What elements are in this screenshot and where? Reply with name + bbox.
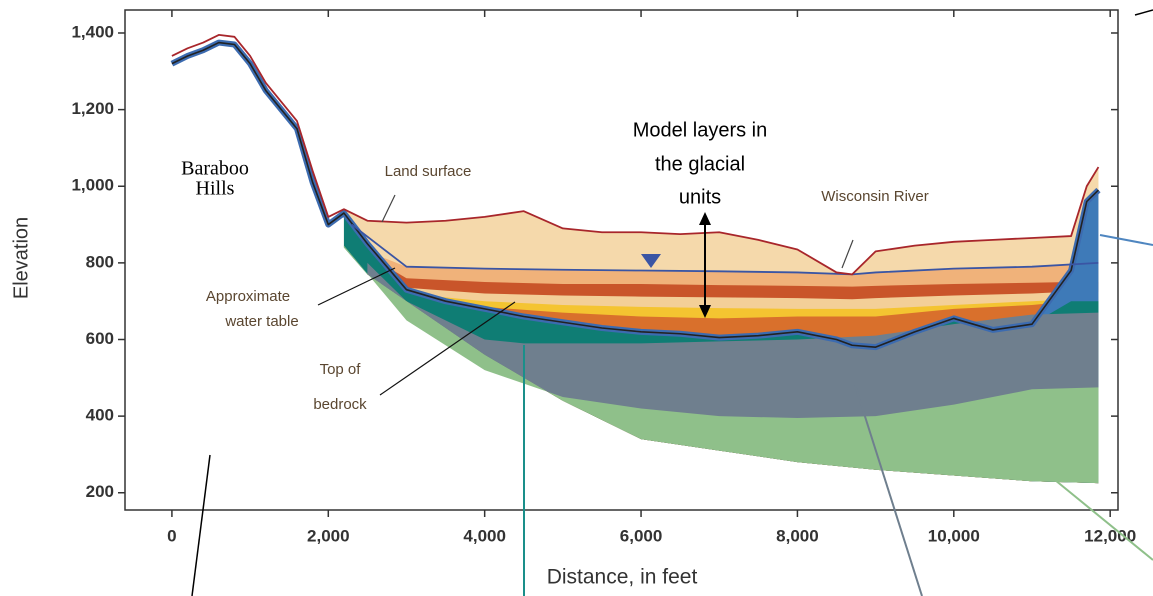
- annotation: bedrock: [313, 396, 367, 413]
- x-tick-label: 0: [167, 526, 176, 545]
- leader: [1055, 480, 1153, 560]
- y-tick-label: 1,400: [71, 22, 114, 41]
- chart: 200 400 600 800 1,000 1,200 1,400 0 2,000 4,000 6,…: [0, 0, 1153, 596]
- y-tick-label: 1,000: [71, 176, 114, 195]
- x-axis-label: Distance, in feet: [547, 566, 698, 589]
- annotation: the glacial: [655, 153, 745, 175]
- y-tick-label: 600: [86, 329, 114, 348]
- annotation: Approximate: [206, 288, 290, 305]
- x-tick-label: 8,000: [776, 526, 819, 545]
- leader: [382, 195, 395, 222]
- annotation: Hills: [196, 178, 235, 200]
- y-tick-label: 200: [86, 482, 114, 501]
- annotation: water table: [224, 313, 298, 330]
- y-axis-label: Elevation: [10, 217, 32, 299]
- annotation: Wisconsin River: [821, 188, 929, 205]
- annotation: Top of: [320, 361, 362, 378]
- leader: [192, 455, 210, 596]
- x-tick-label: 4,000: [463, 526, 506, 545]
- annotation: units: [679, 186, 721, 208]
- leader: [1135, 10, 1153, 15]
- x-tick-label: 10,000: [928, 526, 980, 545]
- annotation: Model layers in: [633, 119, 768, 141]
- y-tick-label: 400: [86, 406, 114, 425]
- leader: [842, 240, 853, 268]
- leader: [1100, 235, 1153, 245]
- annotation: Baraboo: [181, 158, 249, 180]
- x-tick-label: 12,000: [1084, 526, 1136, 545]
- x-tick-label: 6,000: [620, 526, 663, 545]
- annotation: Land surface: [385, 163, 472, 180]
- y-tick-label: 1,200: [71, 99, 114, 118]
- y-tick-label: 800: [86, 252, 114, 271]
- x-tick-label: 2,000: [307, 526, 350, 545]
